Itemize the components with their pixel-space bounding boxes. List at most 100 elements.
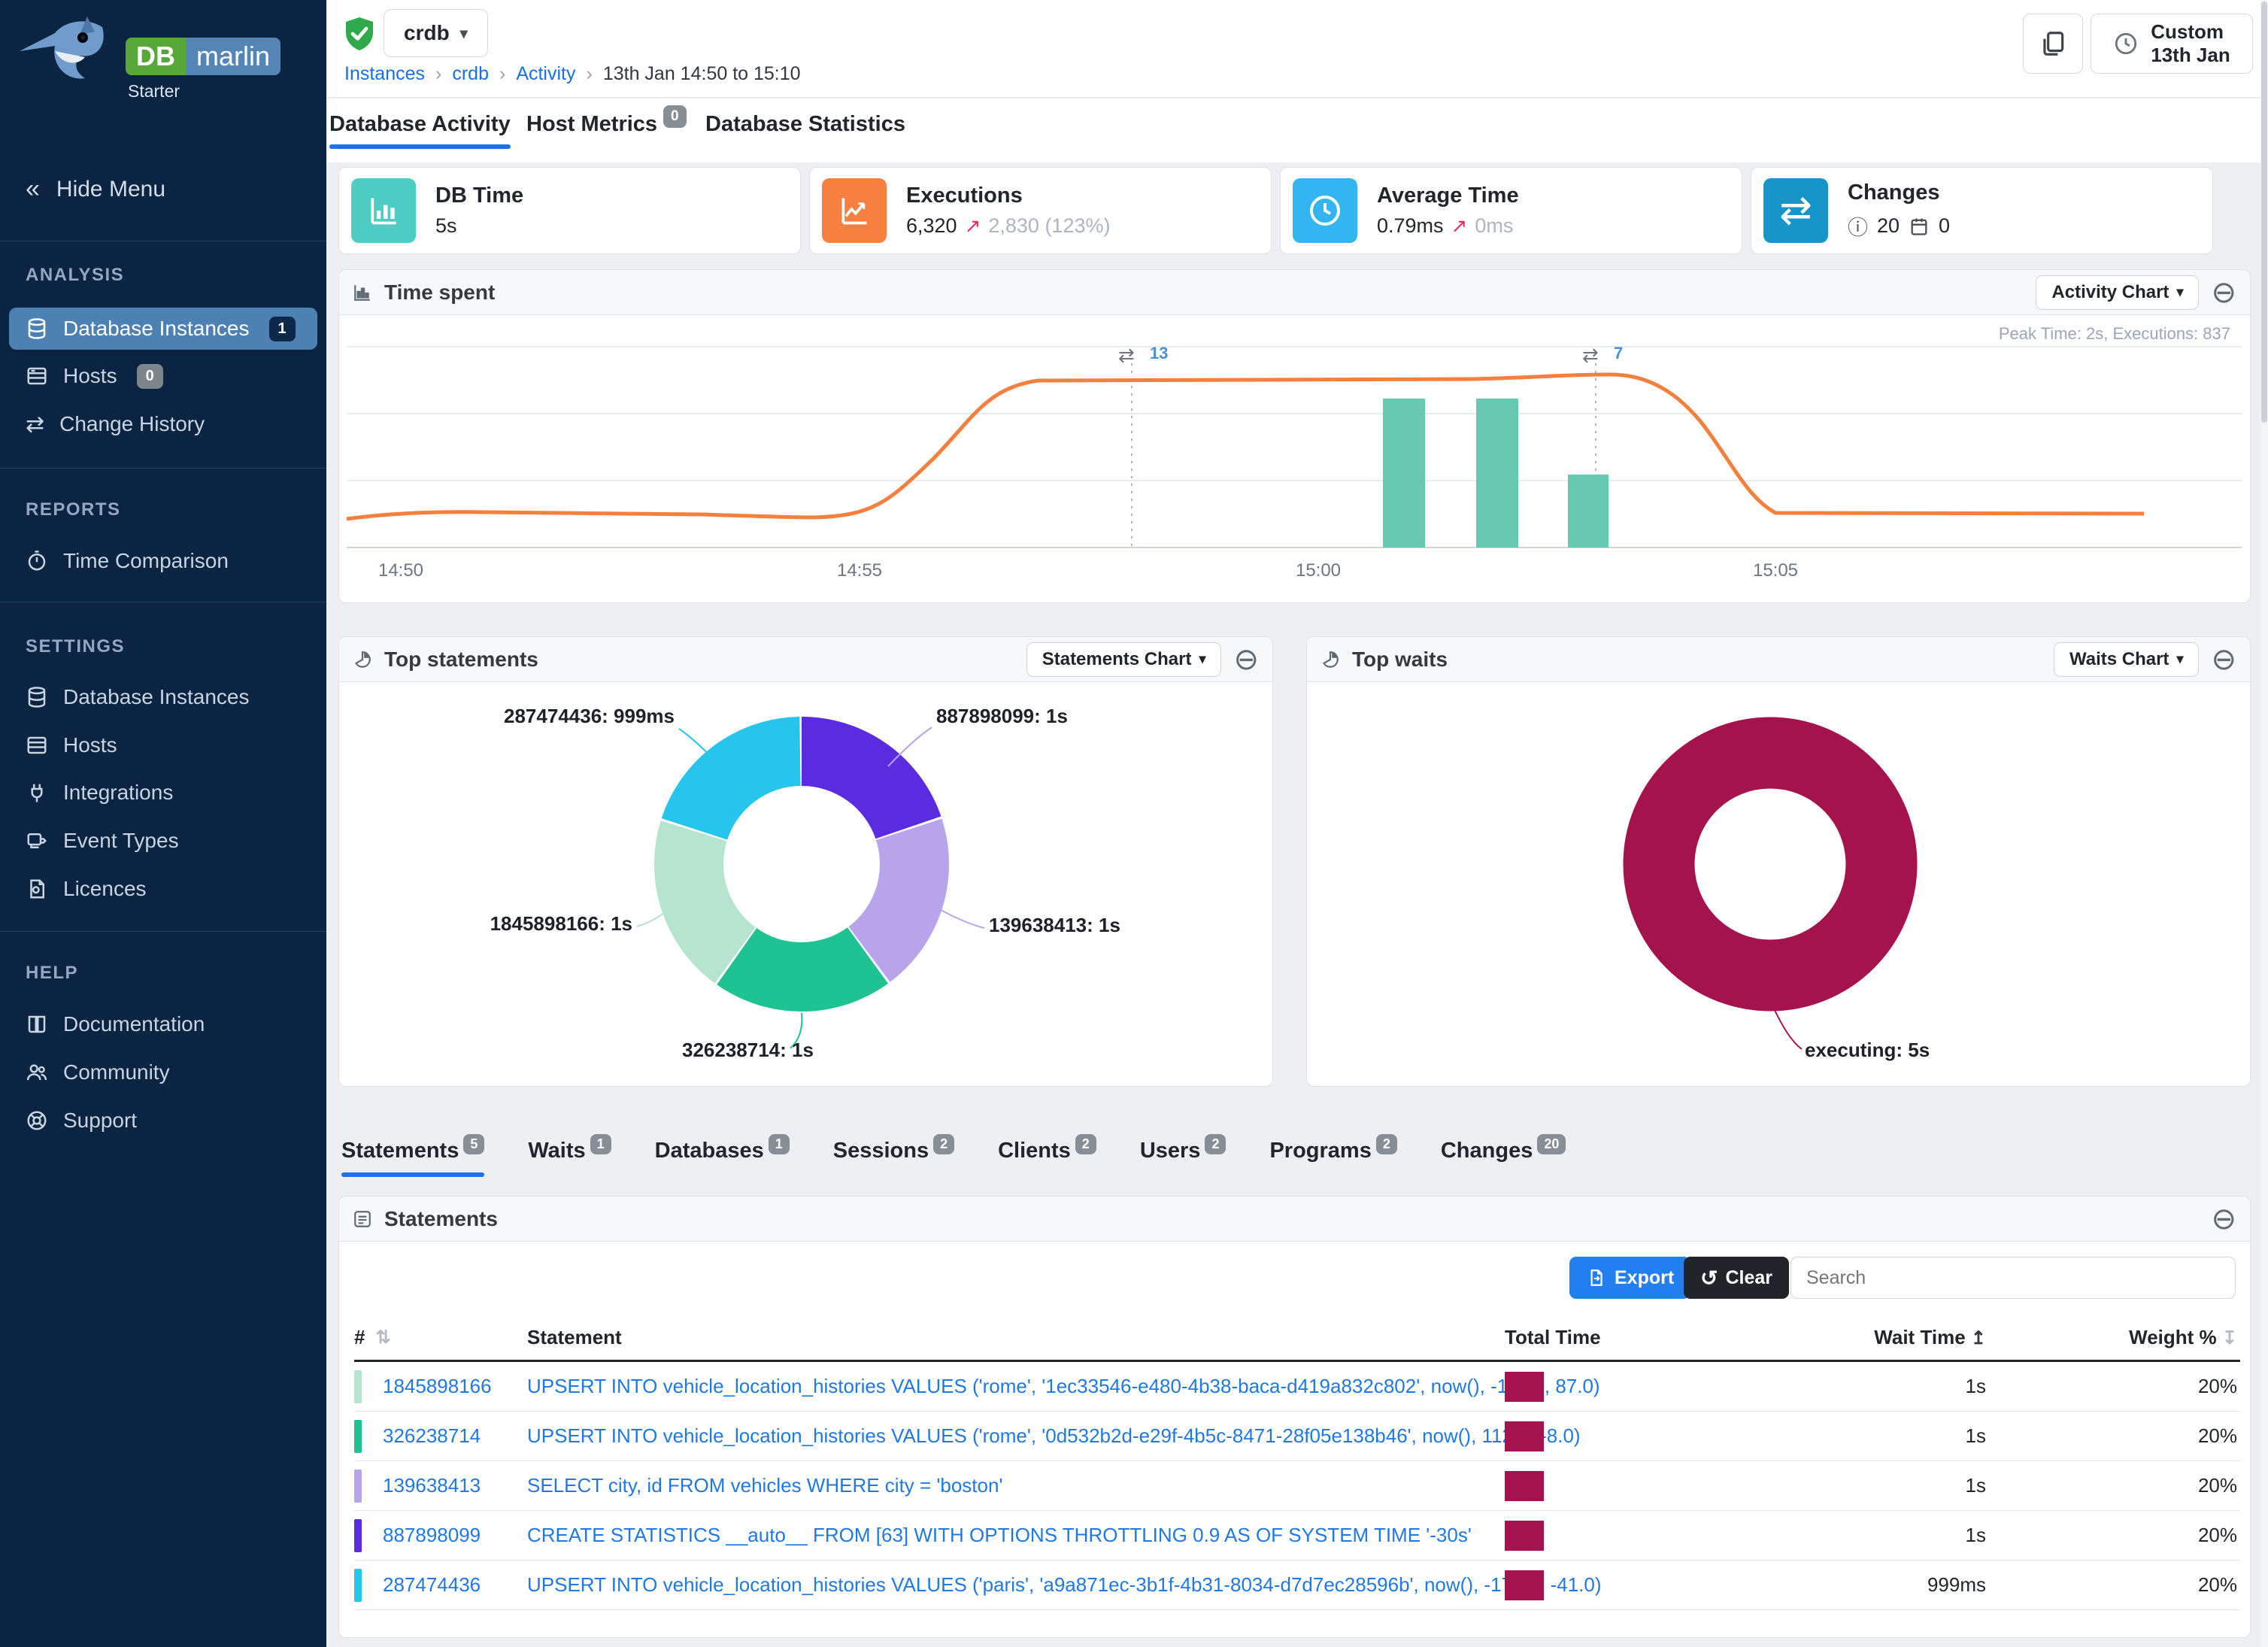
statement-id-link[interactable]: 139638413 <box>383 1474 481 1497</box>
divider <box>0 931 326 932</box>
tab-database-statistics[interactable]: Database Statistics <box>705 112 905 137</box>
tab-clients[interactable]: Clients 2 <box>998 1134 1096 1163</box>
statement-id-link[interactable]: 887898099 <box>383 1524 481 1546</box>
donut-slice-executing[interactable] <box>1623 717 1918 1012</box>
statement-id-link[interactable]: 287474436 <box>383 1573 481 1596</box>
scrollbar[interactable] <box>2260 0 2268 1647</box>
trend-up-icon: ↗ <box>964 214 981 237</box>
sort-icon[interactable]: ⇅ <box>375 1327 391 1348</box>
book-icon <box>28 1015 46 1033</box>
breadcrumb-link-activity[interactable]: Activity <box>516 63 576 84</box>
trend-up-icon: ↗ <box>1451 214 1468 237</box>
time-range-button[interactable]: Custom 13th Jan <box>2091 14 2253 74</box>
sidebar-item-event-types[interactable]: Event Types <box>9 820 317 862</box>
statement-link[interactable]: UPSERT INTO vehicle_location_histories V… <box>527 1375 1600 1397</box>
tab-databases[interactable]: Databases 1 <box>655 1134 790 1163</box>
change-annotation-count[interactable]: 13 <box>1150 344 1168 362</box>
sidebar-item-label: Licences <box>63 877 147 900</box>
tab-users[interactable]: Users 2 <box>1140 1134 1226 1163</box>
tab-label: Statements <box>341 1139 459 1163</box>
collapse-panel-icon[interactable]: ⊖ <box>2211 1202 2236 1236</box>
executions-bar[interactable] <box>1476 399 1518 547</box>
card-title: Changes <box>1848 180 1940 205</box>
tab-badge: 2 <box>1075 1134 1096 1154</box>
tab-badge: 20 <box>1537 1134 1566 1154</box>
tab-waits[interactable]: Waits 1 <box>528 1134 611 1163</box>
breadcrumb-link-instances[interactable]: Instances <box>344 63 426 84</box>
count-badge: 0 <box>136 363 163 389</box>
breadcrumb-current: 13th Jan 14:50 to 15:10 <box>602 63 801 84</box>
sidebar-item-licences[interactable]: Licences <box>9 868 317 910</box>
statement-id-link[interactable]: 1845898166 <box>383 1375 492 1397</box>
sidebar-item-settings-hosts[interactable]: Hosts <box>9 724 317 766</box>
breadcrumb-link-crdb[interactable]: crdb <box>452 63 489 84</box>
collapse-panel-icon[interactable]: ⊖ <box>2211 275 2236 309</box>
copy-report-button[interactable] <box>2023 14 2083 74</box>
statement-link[interactable]: UPSERT INTO vehicle_location_histories V… <box>527 1424 1581 1447</box>
sidebar-item-time-comparison[interactable]: Time Comparison <box>9 540 317 582</box>
executions-bar[interactable] <box>1568 475 1609 547</box>
statement-id-link[interactable]: 326238714 <box>383 1424 481 1447</box>
tab-database-activity[interactable]: Database Activity <box>329 112 511 149</box>
sidebar-item-support[interactable]: Support <box>9 1100 317 1142</box>
executions-bar[interactable] <box>1383 399 1425 547</box>
sidebar-item-integrations[interactable]: Integrations <box>9 772 317 814</box>
instance-selector-button[interactable]: crdb ▾ <box>384 9 488 57</box>
time-spent-panel: Time spent Activity Chart ▾ ⊖ Peak Time:… <box>338 269 2251 603</box>
metric-card-db-time: DB Time 5s <box>338 167 801 254</box>
sidebar-item-database-instances[interactable]: Database Instances 1 <box>9 308 317 350</box>
statement-color-chip <box>354 1568 362 1602</box>
clear-button[interactable]: ↺ Clear <box>1684 1257 1790 1299</box>
tab-sessions[interactable]: Sessions 2 <box>833 1134 955 1163</box>
statement-link[interactable]: UPSERT INTO vehicle_location_histories V… <box>527 1573 1602 1596</box>
export-button[interactable]: Export <box>1569 1257 1691 1299</box>
sidebar-item-documentation[interactable]: Documentation <box>9 1003 317 1045</box>
sort-desc-icon[interactable]: ↧ <box>2221 1328 2237 1348</box>
donut-slice-326238714[interactable] <box>654 717 949 1012</box>
sidebar-item-settings-database-instances[interactable]: Database Instances <box>9 676 317 718</box>
tab-statements[interactable]: Statements 5 <box>341 1134 485 1177</box>
total-time-bar <box>1505 1570 1544 1600</box>
statement-link[interactable]: CREATE STATISTICS __auto__ FROM [63] WIT… <box>527 1524 1472 1546</box>
breadcrumb: Instances › crdb › Activity › 13th Jan 14:5… <box>344 63 801 85</box>
sidebar-item-label: Event Types <box>63 829 179 852</box>
statements-chart-dropdown[interactable]: Statements Chart ▾ <box>1026 642 1222 677</box>
tab-host-metrics[interactable]: Host Metrics 0 <box>526 105 687 138</box>
time-range-mode: Custom <box>2151 20 2224 43</box>
donut-slice-887898099[interactable] <box>654 717 949 1012</box>
table-row: 887898099 CREATE STATISTICS __auto__ FRO… <box>354 1511 2240 1561</box>
instance-name: crdb <box>404 21 450 44</box>
tab-programs[interactable]: Programs 2 <box>1269 1134 1397 1163</box>
donut-slice-139638413[interactable] <box>654 717 949 1012</box>
tab-changes[interactable]: Changes 20 <box>1441 1134 1566 1163</box>
tab-badge: 2 <box>1205 1134 1226 1154</box>
sidebar-item-hosts[interactable]: Hosts 0 <box>9 355 317 397</box>
sidebar-item-community[interactable]: Community <box>9 1051 317 1093</box>
statement-link[interactable]: SELECT city, id FROM vehicles WHERE city… <box>527 1474 1003 1497</box>
slice-label: 1845898166: 1s <box>490 912 632 935</box>
search-input[interactable] <box>1790 1257 2236 1299</box>
scrollbar-thumb[interactable] <box>2261 2 2267 423</box>
activity-chart-dropdown[interactable]: Activity Chart ▾ <box>2036 274 2200 310</box>
peak-note: Peak Time: 2s, Executions: 837 <box>1999 324 2230 343</box>
weight-value: 20% <box>2197 1424 2237 1447</box>
swap-arrows-icon: ⇄ <box>1582 344 1599 366</box>
col-num: # <box>354 1326 365 1348</box>
dropdown-label: Waits Chart <box>2069 648 2169 669</box>
db-time-line[interactable] <box>346 372 2145 521</box>
change-annotation-count[interactable]: 7 <box>1614 344 1623 362</box>
export-icon <box>1590 1269 1602 1286</box>
waits-chart-dropdown[interactable]: Waits Chart ▾ <box>2053 642 2200 677</box>
sort-asc-icon[interactable]: ↥ <box>1970 1328 1986 1348</box>
section-help: HELP <box>26 963 79 983</box>
bar-chart-icon <box>351 178 416 243</box>
shield-check-icon <box>346 17 373 50</box>
total-time-bar <box>1505 1421 1544 1451</box>
sidebar-item-change-history[interactable]: ⇄ Change History <box>9 403 317 445</box>
collapse-panel-icon[interactable]: ⊖ <box>1233 642 1259 676</box>
donut-slice-1845898166[interactable] <box>654 717 949 1012</box>
collapse-panel-icon[interactable]: ⊖ <box>2211 642 2236 676</box>
hide-menu-button[interactable]: « Hide Menu <box>26 174 165 204</box>
statement-color-chip <box>354 1369 362 1403</box>
card-title: DB Time <box>435 184 524 208</box>
